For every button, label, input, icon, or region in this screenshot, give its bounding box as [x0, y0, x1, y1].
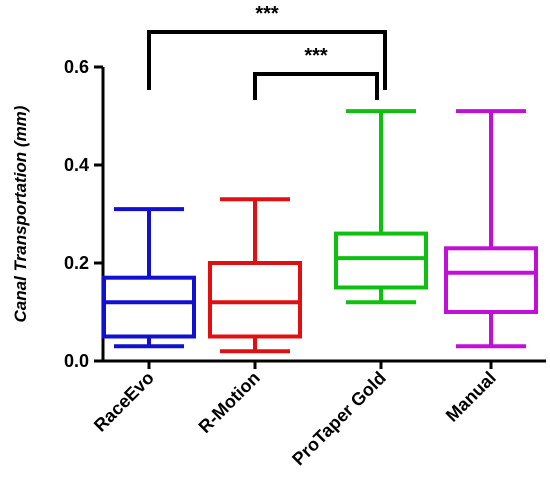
iqr-box [334, 231, 428, 290]
iqr-box [444, 246, 538, 315]
box-protaper-gold [334, 109, 428, 305]
significance-bracket: *** [147, 3, 387, 90]
x-tick-label: R-Motion [195, 368, 264, 437]
axes: 0.0 0.2 0.4 0.6 RaceEvo R-Motion ProTaper Gold… [64, 57, 546, 469]
y-tick-label: 0.2 [64, 253, 89, 273]
box-r-motion [208, 197, 302, 354]
significance-label: *** [304, 45, 328, 67]
y-tick-label: 0.0 [64, 351, 89, 371]
x-tick-label: ProTaper Gold [288, 368, 390, 470]
iqr-box [102, 275, 196, 339]
box-series [102, 109, 538, 354]
significance-label: *** [255, 3, 279, 25]
box-raceevo [102, 207, 196, 349]
x-tick-label: Manual [442, 368, 500, 426]
iqr-box [208, 261, 302, 339]
y-tick-label: 0.6 [64, 57, 89, 77]
x-tick-label: RaceEvo [90, 368, 158, 436]
y-axis-title: Canal Transportation (mm) [11, 105, 30, 322]
box-manual [444, 109, 538, 349]
significance-brackets: *** *** [147, 3, 387, 100]
y-tick-label: 0.4 [64, 155, 89, 175]
bracket-line [253, 72, 379, 100]
significance-bracket: *** [253, 45, 379, 100]
bracket-line [147, 30, 387, 90]
